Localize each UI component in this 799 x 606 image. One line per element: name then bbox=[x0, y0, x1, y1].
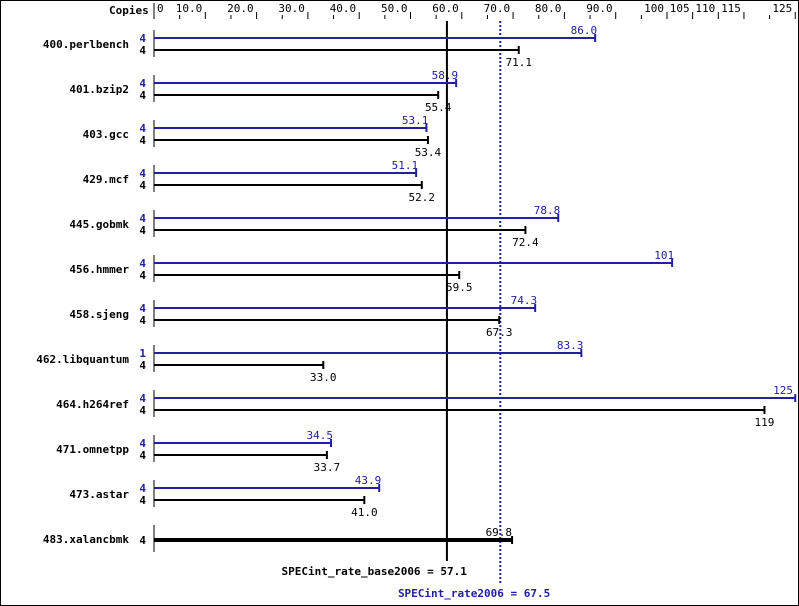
tick-label: 100 bbox=[644, 2, 664, 15]
peak-value-label: 74.3 bbox=[511, 294, 538, 307]
tick-label: 115 bbox=[721, 2, 741, 15]
tick-label: 105 bbox=[670, 2, 690, 15]
base-value-label: 41.0 bbox=[351, 506, 378, 519]
peak-copies: 1 bbox=[139, 347, 146, 360]
peak-copies: 4 bbox=[139, 32, 146, 45]
peak-value-label: 51.1 bbox=[392, 159, 419, 172]
peak-copies: 4 bbox=[139, 167, 146, 180]
benchmark-label: 400.perlbench bbox=[43, 38, 129, 51]
base-reference-label: SPECint_rate_base2006 = 57.1 bbox=[281, 565, 467, 578]
base-value-label: 53.4 bbox=[415, 146, 442, 159]
peak-value-label: 58.9 bbox=[432, 69, 459, 82]
base-copies: 4 bbox=[139, 224, 146, 237]
benchmark-label: 401.bzip2 bbox=[69, 83, 129, 96]
base-value-label: 119 bbox=[755, 416, 775, 429]
base-copies: 4 bbox=[139, 89, 146, 102]
peak-value-label: 83.3 bbox=[557, 339, 584, 352]
peak-value-label: 43.9 bbox=[355, 474, 382, 487]
tick-label: 20.0 bbox=[227, 2, 254, 15]
base-copies: 4 bbox=[139, 179, 146, 192]
tick-label: 10.0 bbox=[176, 2, 203, 15]
tick-label: 30.0 bbox=[278, 2, 305, 15]
base-copies: 4 bbox=[139, 269, 146, 282]
peak-value-label: 101 bbox=[654, 249, 674, 262]
base-value-label: 72.4 bbox=[512, 236, 539, 249]
peak-copies: 4 bbox=[139, 392, 146, 405]
benchmark-label: 471.omnetpp bbox=[56, 443, 129, 456]
base-copies: 4 bbox=[139, 404, 146, 417]
base-copies: 4 bbox=[139, 314, 146, 327]
tick-label: 110 bbox=[695, 2, 715, 15]
base-copies: 4 bbox=[139, 44, 146, 57]
benchmark-label: 403.gcc bbox=[83, 128, 129, 141]
base-copies: 4 bbox=[139, 534, 146, 547]
benchmark-label: 429.mcf bbox=[83, 173, 129, 186]
base-value-label: 59.5 bbox=[446, 281, 473, 294]
benchmark-label: 456.hmmer bbox=[69, 263, 129, 276]
peak-value-label: 53.1 bbox=[402, 114, 429, 127]
base-value-label: 33.0 bbox=[310, 371, 337, 384]
peak-value-label: 125 bbox=[773, 384, 793, 397]
tick-label: 90.0 bbox=[586, 2, 613, 15]
peak-copies: 4 bbox=[139, 122, 146, 135]
tick-label: 70.0 bbox=[484, 2, 511, 15]
peak-copies: 4 bbox=[139, 302, 146, 315]
benchmark-label: 464.h264ref bbox=[56, 398, 129, 411]
peak-value-label: 78.8 bbox=[534, 204, 561, 217]
base-copies: 4 bbox=[139, 449, 146, 462]
base-value-label: 52.2 bbox=[409, 191, 436, 204]
benchmark-label: 462.libquantum bbox=[36, 353, 129, 366]
peak-copies: 4 bbox=[139, 212, 146, 225]
peak-copies: 4 bbox=[139, 482, 146, 495]
benchmark-label: 473.astar bbox=[69, 488, 129, 501]
peak-value-label: 34.5 bbox=[306, 429, 333, 442]
tick-label: 0 bbox=[157, 2, 164, 15]
benchmark-label: 458.sjeng bbox=[69, 308, 129, 321]
base-copies: 4 bbox=[139, 359, 146, 372]
benchmark-label: 483.xalancbmk bbox=[43, 533, 129, 546]
base-copies: 4 bbox=[139, 134, 146, 147]
peak-copies: 4 bbox=[139, 77, 146, 90]
peak-value-label: 86.0 bbox=[571, 24, 598, 37]
peak-copies: 4 bbox=[139, 257, 146, 270]
tick-label: 60.0 bbox=[432, 2, 459, 15]
base-value-label: 67.3 bbox=[486, 326, 513, 339]
tick-label: 80.0 bbox=[535, 2, 562, 15]
tick-label: 125 bbox=[772, 2, 792, 15]
tick-label: 50.0 bbox=[381, 2, 408, 15]
copies-header: Copies bbox=[109, 4, 149, 17]
peak-reference-label: SPECint_rate2006 = 67.5 bbox=[398, 587, 550, 600]
base-value-label: 33.7 bbox=[314, 461, 341, 474]
tick-label: 40.0 bbox=[330, 2, 357, 15]
base-value-label: 71.1 bbox=[505, 56, 532, 69]
base-copies: 4 bbox=[139, 494, 146, 507]
peak-copies: 4 bbox=[139, 437, 146, 450]
base-value-label: 55.4 bbox=[425, 101, 452, 114]
benchmark-label: 445.gobmk bbox=[69, 218, 129, 231]
base-value-label: 69.8 bbox=[486, 526, 513, 539]
